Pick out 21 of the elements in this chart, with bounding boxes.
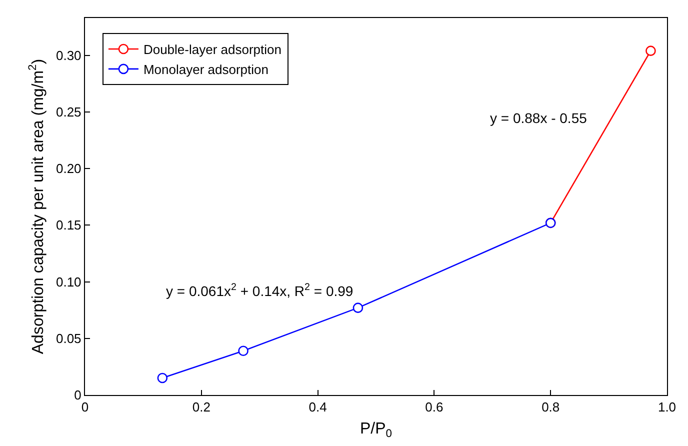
y-tick-label: 0.30 — [56, 48, 82, 63]
y-tick-label: 0.10 — [56, 274, 82, 290]
y-tick-label: 0.25 — [56, 104, 82, 120]
x-tick-label: 0.8 — [542, 400, 560, 415]
y-tick-label: 0 — [74, 388, 82, 403]
annotation: y = 0.061x$^{2}$ + 0.14x, R$^{2}$ = 0.99 — [166, 282, 354, 299]
x-tick-label: 1.0 — [658, 400, 676, 415]
point — [157, 372, 168, 384]
x-tick-label: 0.6 — [425, 400, 444, 415]
x-tick-label: 0.4 — [308, 400, 327, 415]
x-tick-label: 0.2 — [192, 400, 210, 415]
legend-label: Monolayer adsorption — [143, 62, 268, 77]
y-tick-label: 0.05 — [56, 330, 82, 346]
point — [352, 302, 364, 313]
legend-label: Double-layer adsorption — [143, 42, 282, 58]
point — [238, 346, 248, 356]
x-axis-title: P/P$_{0}$ — [360, 420, 392, 440]
annotation: y = 0.88x - 0.55 — [490, 110, 588, 126]
y-tick-label: 0.15 — [56, 218, 82, 233]
point — [646, 46, 656, 56]
y-tick-label: 0.20 — [56, 161, 82, 176]
